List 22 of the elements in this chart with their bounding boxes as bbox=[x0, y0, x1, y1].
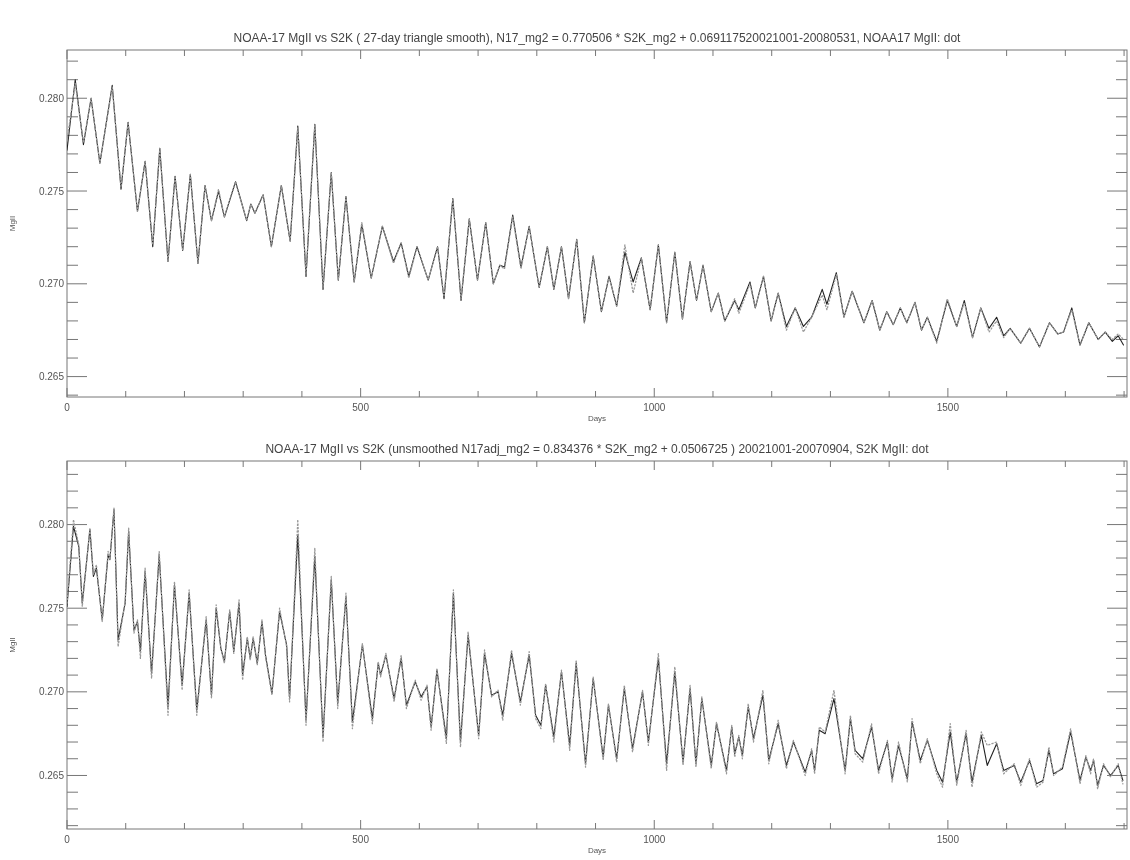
x-tick-label: 1000 bbox=[643, 834, 666, 845]
y-tick-label: 0.265 bbox=[38, 371, 65, 383]
x-axis-title: Days bbox=[587, 414, 607, 423]
y-tick-label: 0.265 bbox=[38, 769, 65, 781]
chart-title: NOAA-17 MgII vs S2K ( 27-day triangle smooth), N17_mg2 = 0.770506 * S2K_mg2 + 0.069117520021001-20080531, NOAA17 MgII: dot bbox=[233, 31, 962, 45]
y-axis-title: MgII bbox=[8, 637, 17, 653]
x-tick-label: 1000 bbox=[643, 402, 666, 413]
y-tick-label: 0.275 bbox=[38, 185, 65, 197]
chart-title: NOAA-17 MgII vs S2K (unsmoothed N17adj_mg2 = 0.834376 * S2K_mg2 + 0.0506725 ) 20021001-20070904, S2K MgII: dot bbox=[265, 442, 930, 456]
x-tick-label: 500 bbox=[352, 834, 370, 845]
x-tick-label: 0 bbox=[64, 402, 71, 413]
y-tick-label: 0.280 bbox=[38, 519, 65, 531]
x-tick-label: 0 bbox=[64, 834, 71, 845]
y-axis-title: MgII bbox=[8, 215, 17, 232]
y-tick-label: 0.280 bbox=[38, 92, 65, 104]
x-tick-label: 500 bbox=[352, 402, 370, 413]
x-tick-label: 1500 bbox=[936, 402, 960, 413]
x-axis-title: Days bbox=[587, 846, 607, 855]
y-tick-label: 0.275 bbox=[38, 602, 65, 614]
y-tick-label: 0.270 bbox=[38, 686, 65, 698]
x-tick-label: 1500 bbox=[936, 834, 960, 845]
y-tick-label: 0.270 bbox=[38, 278, 65, 290]
